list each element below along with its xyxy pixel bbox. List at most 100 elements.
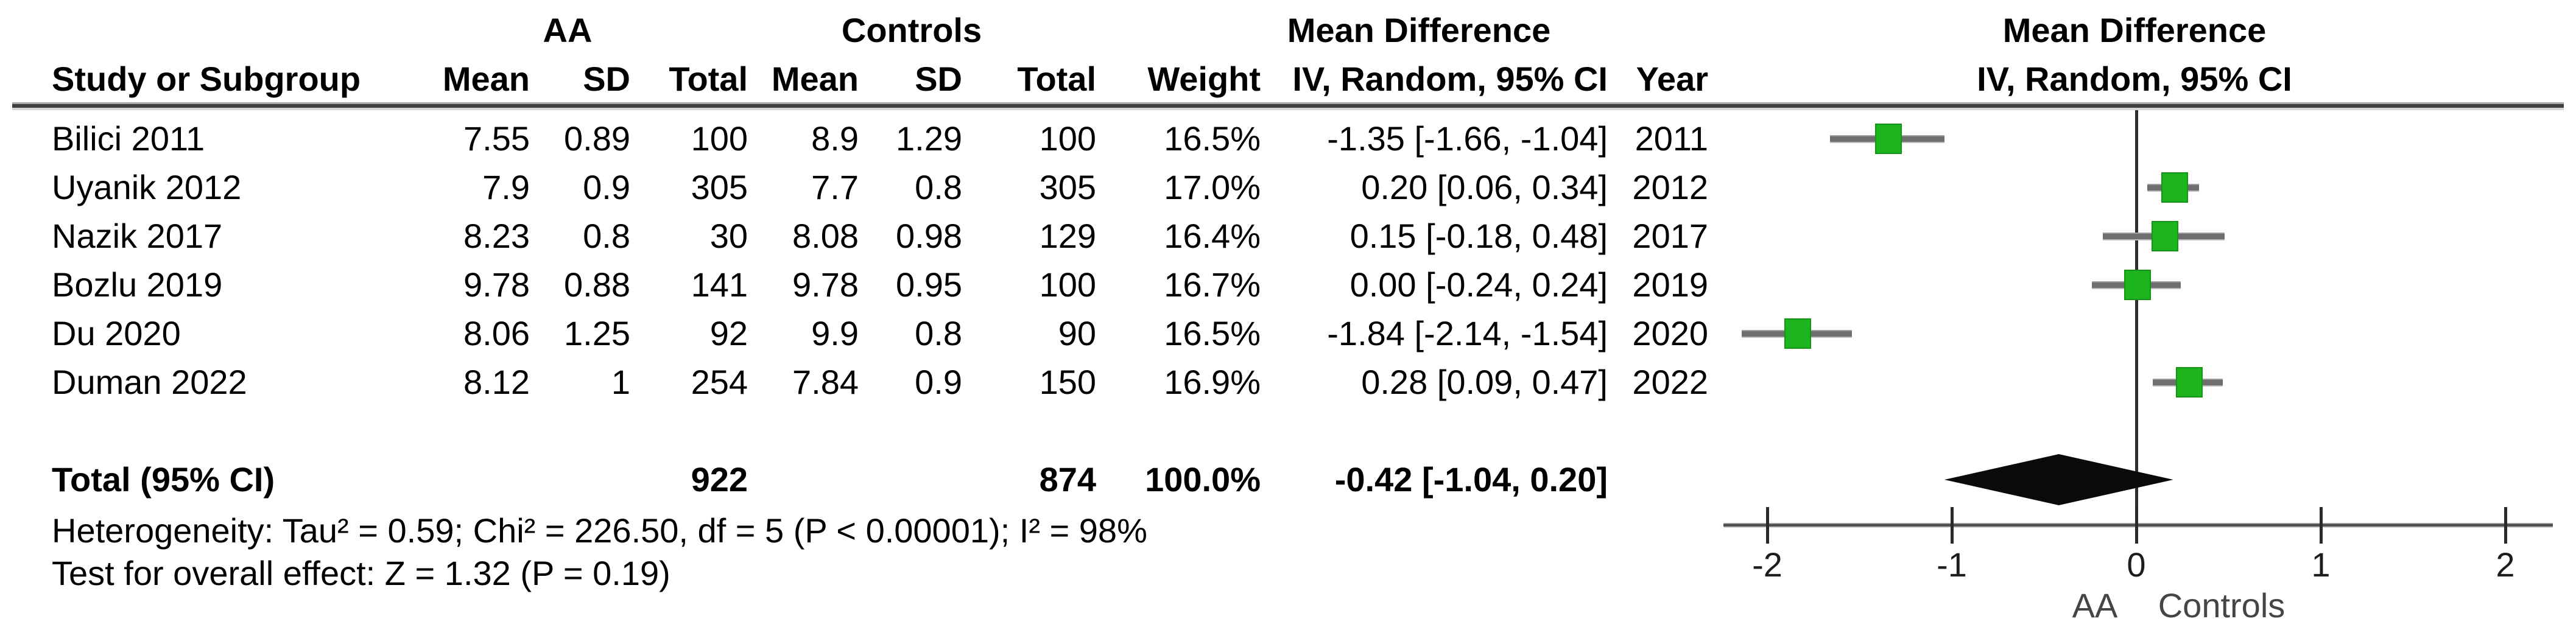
study-name: Nazik 2017 — [52, 217, 223, 255]
aa-mean: 8.12 — [463, 363, 530, 401]
col-header-year: Year — [1636, 60, 1708, 98]
col-header-total-ctl: Total — [1017, 60, 1096, 98]
study-name: Bozlu 2019 — [52, 265, 223, 304]
ctl-sd: 0.98 — [896, 217, 962, 255]
ctl-total: 100 — [1039, 119, 1096, 158]
study-marker — [1784, 318, 1812, 349]
ctl-mean: 9.9 — [811, 314, 859, 352]
md-ci-text: 0.20 [0.06, 0.34] — [1361, 168, 1608, 206]
ctl-total: 90 — [1058, 314, 1096, 352]
ctl-mean: 7.7 — [811, 168, 859, 206]
axis-label-left: AA — [2072, 586, 2118, 625]
year: 2020 — [1632, 314, 1708, 352]
aa-sd: 1 — [611, 363, 630, 401]
axis-tick-label: -2 — [1752, 545, 1782, 584]
ctl-sd: 0.9 — [915, 363, 962, 401]
weight: 16.9% — [1164, 363, 1261, 401]
year: 2017 — [1632, 217, 1708, 255]
ctl-sd: 0.8 — [915, 168, 962, 206]
total-md-ci: -0.42 [-1.04, 0.20] — [1334, 460, 1608, 499]
study-name: Bilici 2011 — [52, 119, 205, 158]
col-header-ci: IV, Random, 95% CI — [1292, 60, 1608, 98]
ctl-total: 100 — [1039, 265, 1096, 304]
col-header-study: Study or Subgroup — [52, 60, 361, 98]
ctl-sd: 0.8 — [915, 314, 962, 352]
aa-sd: 1.25 — [564, 314, 630, 352]
ctl-sd: 1.29 — [896, 119, 962, 158]
axis-tick — [1766, 507, 1769, 544]
aa-total: 30 — [709, 217, 748, 255]
group-header-aa: AA — [543, 11, 593, 49]
total-ctl-n: 874 — [1039, 460, 1096, 499]
plot-header-line2: IV, Random, 95% CI — [1977, 60, 2292, 98]
zero-effect-line — [2135, 110, 2138, 525]
aa-mean: 7.9 — [482, 168, 530, 206]
weight: 16.5% — [1164, 314, 1261, 352]
aa-total: 92 — [709, 314, 748, 352]
aa-sd: 0.8 — [583, 217, 630, 255]
total-label: Total (95% CI) — [52, 460, 275, 499]
aa-mean: 7.55 — [463, 119, 530, 158]
year: 2011 — [1635, 119, 1708, 158]
x-axis — [1723, 523, 2553, 528]
study-marker — [2124, 270, 2151, 300]
aa-sd: 0.89 — [564, 119, 630, 158]
aa-total: 254 — [691, 363, 748, 401]
aa-sd: 0.9 — [583, 168, 630, 206]
ctl-mean: 8.08 — [792, 217, 859, 255]
plot-header-line1: Mean Difference — [2002, 11, 2267, 49]
ctl-mean: 7.84 — [792, 363, 859, 401]
weight: 17.0% — [1164, 168, 1261, 206]
ctl-mean: 9.78 — [792, 265, 859, 304]
ctl-total: 305 — [1039, 168, 1096, 206]
axis-tick — [2320, 507, 2323, 544]
axis-tick-label: 1 — [2311, 545, 2331, 584]
total-aa-n: 922 — [691, 460, 748, 499]
year: 2019 — [1632, 265, 1708, 304]
md-ci-text: -1.35 [-1.66, -1.04] — [1327, 119, 1608, 158]
col-header-sd-ctl: SD — [915, 60, 962, 98]
overall-effect-text: Test for overall effect: Z = 1.32 (P = 0… — [52, 554, 670, 592]
study-marker — [2161, 172, 2188, 203]
study-marker — [2175, 367, 2203, 398]
axis-tick-label: 2 — [2496, 545, 2515, 584]
group-header-controls: Controls — [841, 11, 982, 49]
col-header-sd-aa: SD — [583, 60, 630, 98]
ctl-total: 129 — [1039, 217, 1096, 255]
study-name: Du 2020 — [52, 314, 181, 352]
col-header-mean-aa: Mean — [442, 60, 530, 98]
md-ci-text: -1.84 [-2.14, -1.54] — [1327, 314, 1608, 352]
axis-tick-label: -1 — [1937, 545, 1967, 584]
total-weight: 100.0% — [1145, 460, 1261, 499]
col-header-total-aa: Total — [669, 60, 748, 98]
study-name: Duman 2022 — [52, 363, 247, 401]
year: 2012 — [1632, 168, 1708, 206]
study-marker — [1874, 124, 1902, 154]
weight: 16.4% — [1164, 217, 1261, 255]
axis-tick — [2135, 507, 2138, 544]
aa-total: 305 — [691, 168, 748, 206]
aa-mean: 8.23 — [463, 217, 530, 255]
study-marker — [2152, 221, 2179, 251]
md-ci-text: 0.28 [0.09, 0.47] — [1361, 363, 1608, 401]
md-column-header: Mean Difference — [1287, 11, 1551, 49]
axis-label-right: Controls — [2158, 586, 2286, 625]
col-header-weight: Weight — [1147, 60, 1261, 98]
axis-tick — [2504, 507, 2507, 544]
axis-tick-label: 0 — [2127, 545, 2146, 584]
study-name: Uyanik 2012 — [52, 168, 242, 206]
header-rule — [12, 102, 2564, 110]
ctl-sd: 0.95 — [896, 265, 962, 304]
aa-total: 100 — [691, 119, 748, 158]
md-ci-text: 0.15 [-0.18, 0.48] — [1350, 217, 1608, 255]
aa-mean: 8.06 — [463, 314, 530, 352]
axis-tick — [1951, 507, 1954, 544]
aa-mean: 9.78 — [463, 265, 530, 304]
heterogeneity-text: Heterogeneity: Tau² = 0.59; Chi² = 226.5… — [52, 511, 1147, 550]
aa-total: 141 — [691, 265, 748, 304]
col-header-mean-ctl: Mean — [771, 60, 859, 98]
weight: 16.5% — [1164, 119, 1261, 158]
ctl-total: 150 — [1039, 363, 1096, 401]
weight: 16.7% — [1164, 265, 1261, 304]
